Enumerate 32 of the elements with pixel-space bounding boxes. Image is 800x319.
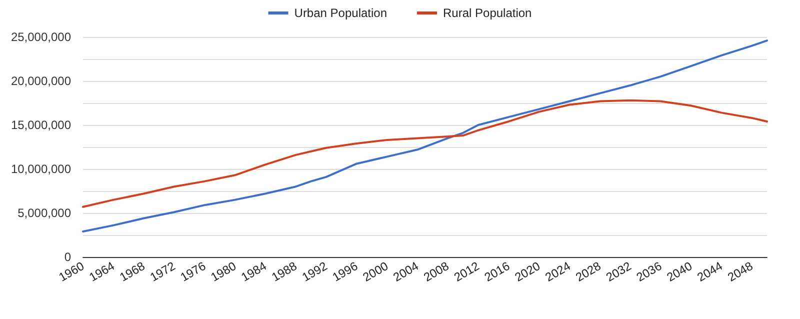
x-tick-label: 2004 (390, 258, 422, 284)
x-tick-label: 2044 (694, 258, 726, 284)
x-tick-label: 2008 (421, 258, 452, 284)
x-tick-label: 2040 (664, 258, 695, 284)
legend-label: Urban Population (294, 6, 388, 20)
x-tick-label: 1980 (208, 258, 239, 284)
line-series (82, 99, 768, 208)
x-tick-label: 1964 (86, 258, 118, 284)
x-tick-label: 2024 (542, 258, 574, 284)
x-tick-label: 2000 (360, 258, 391, 284)
y-tick-label: 5,000,000 (18, 206, 72, 220)
x-tick-label: 2012 (452, 258, 482, 284)
y-tick-label: 20,000,000 (10, 74, 72, 88)
x-tick-label: 2032 (604, 258, 634, 284)
y-tick-label: 0 (64, 250, 72, 264)
x-tick-label: 1988 (269, 258, 300, 284)
y-tick-label: 25,000,000 (10, 30, 72, 44)
legend-label: Rural Population (443, 6, 532, 20)
x-tick-label: 2016 (482, 258, 512, 284)
x-tick-label: 1968 (117, 258, 148, 284)
x-tick-label: 2020 (512, 258, 543, 284)
x-tick-label: 1992 (300, 258, 330, 284)
y-tick-label: 15,000,000 (10, 118, 72, 132)
x-tick-label: 1984 (238, 258, 270, 284)
x-tick-label: 2028 (573, 258, 604, 284)
x-tick-label: 1996 (330, 258, 360, 284)
x-tick-label: 2036 (634, 258, 664, 284)
y-tick-label: 10,000,000 (10, 162, 72, 176)
line-series (82, 40, 768, 232)
x-tick-label: 1976 (178, 258, 208, 284)
x-tick-label: 1972 (148, 258, 178, 284)
x-tick-label: 2048 (725, 258, 756, 284)
